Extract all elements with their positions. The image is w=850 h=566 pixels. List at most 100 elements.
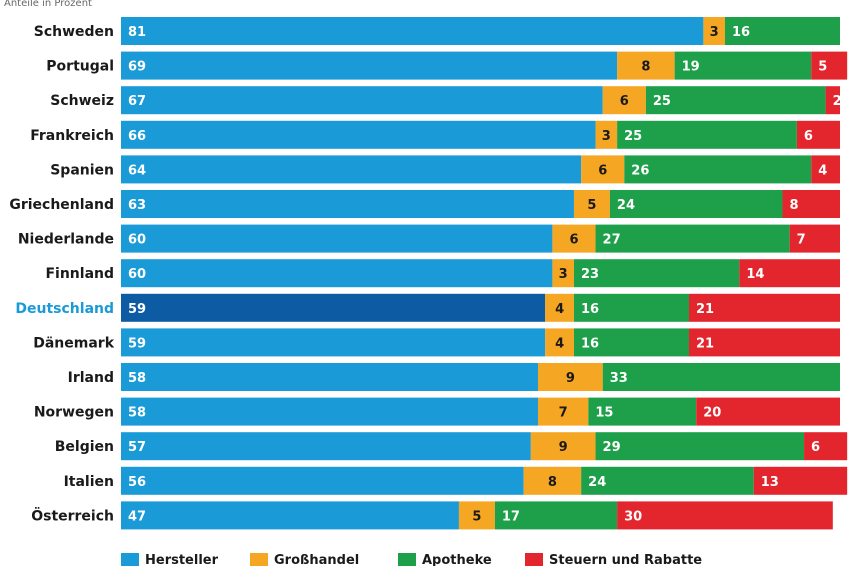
value-label-finnland-apotheke: 23 (581, 267, 599, 282)
bar-belgien-steuern-und-rabatte (804, 432, 848, 461)
value-label-griechenland-apotheke: 24 (617, 198, 635, 213)
legend-swatch-apotheke (398, 553, 416, 566)
bar-daenemark-grosshandel (545, 328, 574, 357)
bar-belgien-apotheke (595, 432, 805, 461)
value-label-schweiz-steuern-und-rabatte: 2 (833, 94, 842, 109)
bar-schweiz-steuern-und-rabatte (825, 86, 840, 115)
bar-deutschland-hersteller (121, 293, 546, 322)
value-label-daenemark-hersteller: 59 (128, 336, 146, 351)
legend-label-steuern-und-rabatte: Steuern und Rabatte (549, 553, 702, 566)
bar-irland-hersteller (121, 363, 539, 391)
value-label-italien-steuern-und-rabatte: 13 (761, 475, 779, 490)
bar-daenemark-steuern-und-rabatte (689, 328, 840, 357)
bar-italien-grosshandel (523, 466, 582, 495)
bar-niederlande-apotheke (595, 224, 790, 253)
legend-label-grosshandel: Großhandel (274, 553, 359, 566)
bar-griechenland-hersteller (121, 190, 574, 218)
value-label-finnland-grosshandel: 3 (559, 267, 568, 282)
bar-niederlande-steuern-und-rabatte (789, 224, 840, 253)
value-label-daenemark-grosshandel: 4 (555, 336, 564, 351)
category-label-griechenland: Griechenland (9, 197, 114, 213)
category-label-niederlande: Niederlande (18, 232, 114, 248)
value-label-norwegen-grosshandel: 7 (559, 406, 568, 421)
value-label-frankreich-apotheke: 25 (624, 129, 642, 144)
value-label-deutschland-apotheke: 16 (581, 302, 599, 317)
bar-italien-hersteller (121, 466, 524, 495)
bar-oesterreich-grosshandel (458, 501, 495, 530)
bar-spanien-hersteller (121, 155, 582, 184)
value-label-niederlande-grosshandel: 6 (569, 233, 578, 248)
value-label-spanien-hersteller: 64 (128, 163, 146, 178)
category-label-irland: Irland (68, 370, 114, 386)
category-label-italien: Italien (64, 474, 114, 490)
category-label-oesterreich: Österreich (31, 506, 114, 524)
value-label-norwegen-apotheke: 15 (595, 406, 613, 421)
value-label-niederlande-steuern-und-rabatte: 7 (797, 233, 806, 248)
bar-irland-apotheke (602, 363, 840, 391)
bar-norwegen-grosshandel (538, 397, 589, 426)
bar-deutschland-steuern-und-rabatte (689, 293, 840, 322)
bar-finnland-hersteller (121, 259, 553, 288)
bar-spanien-grosshandel (581, 155, 625, 184)
value-label-daenemark-steuern-und-rabatte: 21 (696, 336, 714, 351)
bar-oesterreich-apotheke (494, 501, 618, 530)
value-label-norwegen-hersteller: 58 (128, 406, 146, 421)
category-label-portugal: Portugal (46, 59, 114, 75)
bar-finnland-grosshandel (552, 259, 574, 288)
legend-swatch-steuern-und-rabatte (525, 553, 543, 566)
chart-subtitle: Anteile in Prozent (4, 0, 92, 9)
bar-schweden-grosshandel (703, 17, 725, 45)
value-label-deutschland-steuern-und-rabatte: 21 (696, 302, 714, 317)
bar-oesterreich-steuern-und-rabatte (617, 501, 833, 530)
bar-frankreich-hersteller (121, 120, 596, 149)
bar-schweiz-hersteller (121, 86, 603, 115)
value-label-finnland-hersteller: 60 (128, 267, 146, 282)
category-label-belgien: Belgien (55, 439, 114, 455)
value-label-frankreich-steuern-und-rabatte: 6 (804, 129, 813, 144)
value-label-schweden-apotheke: 16 (732, 25, 750, 40)
value-label-schweiz-grosshandel: 6 (620, 94, 629, 109)
value-label-irland-apotheke: 33 (610, 371, 628, 386)
category-label-schweiz: Schweiz (50, 93, 114, 109)
value-label-portugal-grosshandel: 8 (641, 60, 650, 75)
value-label-griechenland-steuern-und-rabatte: 8 (789, 198, 798, 213)
bar-griechenland-grosshandel (573, 190, 610, 218)
value-label-spanien-grosshandel: 6 (598, 163, 607, 178)
bar-schweiz-grosshandel (602, 86, 646, 115)
value-label-deutschland-hersteller: 59 (128, 302, 146, 317)
bar-irland-grosshandel (538, 363, 603, 391)
value-label-frankreich-hersteller: 66 (128, 129, 146, 144)
value-label-portugal-steuern-und-rabatte: 5 (818, 60, 827, 75)
value-label-oesterreich-hersteller: 47 (128, 509, 146, 524)
value-label-schweiz-apotheke: 25 (653, 94, 671, 109)
bar-niederlande-grosshandel (552, 224, 596, 253)
bar-belgien-hersteller (121, 432, 531, 461)
bar-portugal-steuern-und-rabatte (811, 51, 848, 80)
bar-portugal-hersteller (121, 51, 618, 80)
legend-swatch-grosshandel (250, 553, 268, 566)
value-label-irland-hersteller: 58 (128, 371, 146, 386)
value-label-frankreich-grosshandel: 3 (602, 129, 611, 144)
legend-label-apotheke: Apotheke (422, 553, 492, 566)
bar-schweden-hersteller (121, 17, 704, 45)
bar-belgien-grosshandel (530, 432, 596, 461)
value-label-oesterreich-apotheke: 17 (502, 509, 520, 524)
bar-norwegen-apotheke (588, 397, 697, 426)
category-label-norwegen: Norwegen (34, 405, 114, 421)
value-label-schweiz-hersteller: 67 (128, 94, 146, 109)
category-label-frankreich: Frankreich (30, 128, 114, 144)
bar-portugal-grosshandel (617, 51, 675, 80)
bar-daenemark-hersteller (121, 328, 546, 357)
value-label-irland-grosshandel: 9 (566, 371, 575, 386)
value-label-italien-apotheke: 24 (588, 475, 606, 490)
value-label-italien-grosshandel: 8 (548, 475, 557, 490)
bar-spanien-steuern-und-rabatte (811, 155, 840, 184)
bar-deutschland-apotheke (573, 293, 690, 322)
bar-frankreich-apotheke (617, 120, 797, 149)
bar-schweiz-apotheke (645, 86, 826, 115)
value-label-portugal-apotheke: 19 (682, 60, 700, 75)
category-label-daenemark: Dänemark (33, 335, 114, 351)
bar-niederlande-hersteller (121, 224, 553, 253)
value-label-portugal-hersteller: 69 (128, 60, 146, 75)
